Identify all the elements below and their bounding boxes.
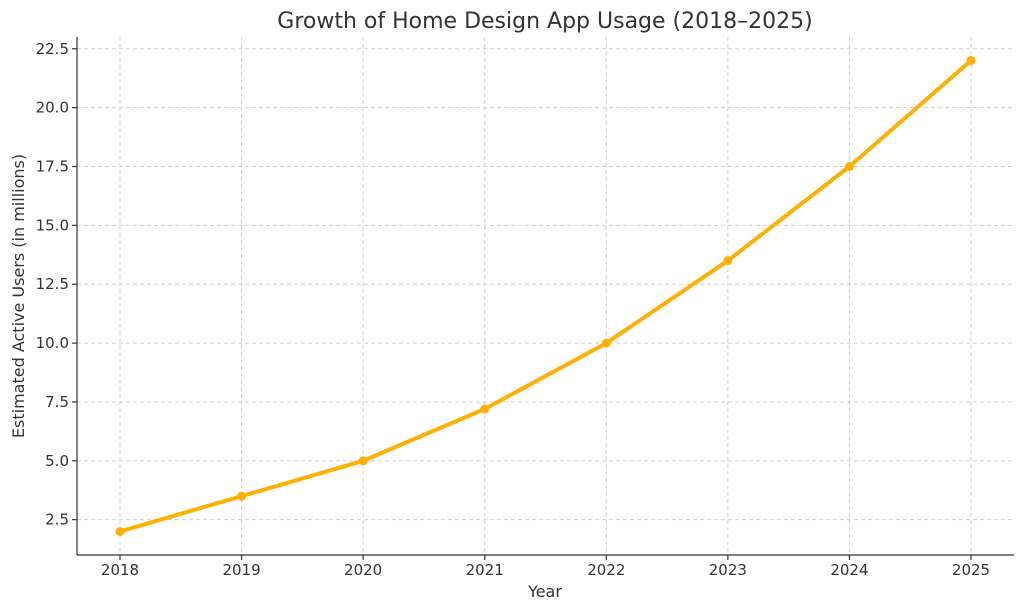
y-tick-label: 15.0 [36,216,69,234]
y-tick-label: 22.5 [36,40,69,58]
x-tick-label: 2018 [101,561,139,579]
x-tick-label: 2021 [466,561,504,579]
y-tick-label: 10.0 [36,334,69,352]
y-tick-label: 20.0 [36,99,69,117]
data-point [723,256,733,266]
data-point [601,338,611,348]
x-tick-label: 2022 [587,561,625,579]
data-point [966,56,976,66]
x-axis-label: Year [527,582,562,601]
x-tick-label: 2020 [344,561,382,579]
y-tick-label: 7.5 [45,393,69,411]
axes [72,37,1014,560]
x-tick-label: 2019 [222,561,260,579]
y-tick-label: 2.5 [45,511,69,529]
y-tick-label: 5.0 [45,452,69,470]
data-point [237,491,247,501]
tick-labels: 2018 2019 2020 2021 2022 2023 2024 2025 2.5 5.0 7.… [36,40,991,579]
y-tick-label: 12.5 [36,275,69,293]
data-point [480,404,490,414]
y-axis-label: Estimated Active Users (in millions) [9,154,28,438]
x-tick-label: 2025 [952,561,990,579]
data-point [844,162,854,171]
series-line [118,58,973,534]
grid [77,37,1014,555]
x-tick-label: 2024 [830,561,868,579]
series-layer [115,56,976,536]
y-tick-label: 17.5 [36,158,69,176]
data-point [358,456,368,466]
x-tick-label: 2023 [709,561,747,579]
data-point [115,526,125,536]
chart-title: Growth of Home Design App Usage (2018–20… [277,9,812,34]
